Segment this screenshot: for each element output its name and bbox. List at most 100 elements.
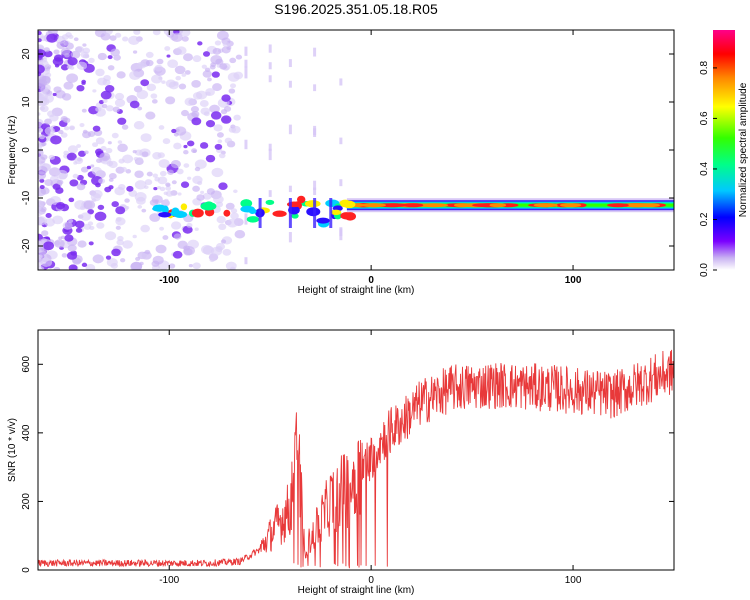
snr-x-label: Height of straight line (km) <box>298 585 415 596</box>
noise-blob <box>152 255 164 265</box>
noise-blob <box>105 147 113 154</box>
transition-dash <box>313 84 317 92</box>
noise-blob <box>137 204 143 209</box>
noise-blob <box>87 131 96 138</box>
noise-blob <box>48 154 55 160</box>
noise-blob <box>186 222 193 228</box>
noise-blob <box>211 167 224 178</box>
y-tick-label: 200 <box>21 493 32 510</box>
y-tick-label: 0 <box>21 567 32 573</box>
noise-blob <box>187 176 192 180</box>
noise-blob <box>54 239 65 248</box>
noise-blob <box>60 47 71 56</box>
noise-blob <box>164 198 169 203</box>
noise-blob <box>190 105 200 113</box>
noise-blob <box>184 70 191 75</box>
noise-blob <box>171 128 177 134</box>
noise-blob <box>60 235 66 239</box>
colorbar-gradient <box>713 30 735 270</box>
noise-blob <box>159 226 165 231</box>
noise-blob <box>116 71 126 79</box>
noise-blob <box>121 124 129 130</box>
noise-blob <box>153 186 158 191</box>
noise-blob <box>223 106 232 112</box>
noise-blob <box>58 129 64 135</box>
noise-blob <box>171 180 177 185</box>
noise-blob <box>91 166 102 176</box>
noise-blob <box>210 62 217 68</box>
ridge-blob <box>304 200 321 208</box>
noise-blob <box>114 186 125 196</box>
noise-blob <box>79 123 85 128</box>
x-tick-label: 100 <box>565 575 582 586</box>
noise-blob <box>43 47 50 53</box>
noise-blob <box>115 217 122 222</box>
ridge-blob <box>246 216 260 223</box>
noise-blob <box>140 79 150 87</box>
noise-blob <box>87 221 94 226</box>
ridge-disturbance <box>329 198 333 228</box>
noise-blob <box>76 84 85 92</box>
noise-blob <box>222 248 232 256</box>
noise-blob <box>106 160 114 167</box>
ridge-blob <box>240 199 253 208</box>
noise-blob <box>74 157 84 165</box>
spectrogram-y-axis: -20 -10 0 10 20 <box>21 48 674 253</box>
noise-blob <box>113 52 120 58</box>
noise-blob <box>81 108 87 113</box>
transition-dash <box>288 80 292 88</box>
noise-blob <box>122 240 133 249</box>
noise-blob <box>210 55 223 65</box>
noise-blob <box>40 187 50 195</box>
noise-blob <box>205 88 215 96</box>
noise-blob <box>212 83 222 92</box>
transition-dash <box>244 46 248 56</box>
noise-blob <box>89 225 95 231</box>
noise-blob <box>99 152 111 161</box>
noise-blob <box>219 63 228 70</box>
noise-blob <box>212 47 222 55</box>
noise-blob <box>183 248 193 256</box>
noise-blob <box>38 165 48 175</box>
noise-blob <box>146 83 157 92</box>
noise-blob <box>192 262 201 270</box>
noise-blob <box>63 81 74 90</box>
noise-blob <box>151 99 158 104</box>
noise-blob <box>116 239 124 246</box>
noise-blob <box>98 178 106 184</box>
noise-blob <box>201 64 207 69</box>
noise-blob <box>173 233 182 240</box>
noise-blob <box>86 165 92 170</box>
noise-blob <box>61 34 69 40</box>
noise-blob <box>206 188 215 195</box>
ridge-disturbance <box>313 198 317 228</box>
noise-blob <box>118 158 125 164</box>
noise-blob <box>167 169 174 175</box>
noise-blob <box>215 201 224 208</box>
ridge-blob <box>342 200 356 209</box>
noise-blob <box>101 104 108 109</box>
noise-blob <box>107 65 115 71</box>
noise-blob <box>165 182 171 187</box>
noise-blob <box>135 157 144 163</box>
noise-blob <box>170 221 182 230</box>
noise-blob <box>68 34 74 39</box>
noise-blob <box>221 94 231 102</box>
snr-plot-area <box>38 330 674 570</box>
ridge-peak <box>453 203 472 208</box>
noise-blob <box>174 65 186 75</box>
noise-blob <box>183 163 190 168</box>
noise-blob <box>133 121 145 130</box>
noise-blob <box>220 115 232 124</box>
noise-blob <box>183 53 193 62</box>
noise-blob <box>156 58 164 65</box>
noise-blob <box>62 93 72 101</box>
noise-blob <box>72 257 82 265</box>
noise-blob <box>173 132 179 137</box>
noise-blob <box>76 174 84 181</box>
noise-blob <box>145 51 154 58</box>
noise-blob <box>229 83 237 89</box>
noise-blob <box>205 120 216 128</box>
noise-blob <box>92 254 104 264</box>
transition-dash <box>339 179 343 187</box>
